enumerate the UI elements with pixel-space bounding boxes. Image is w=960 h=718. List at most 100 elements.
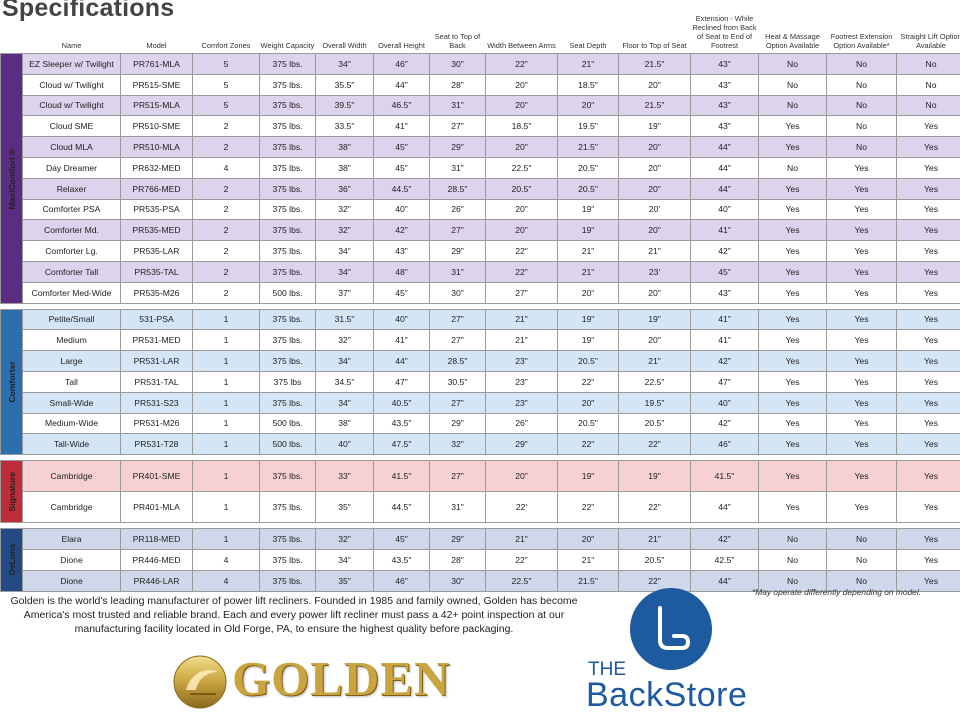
table-cell: 47.5" [373,433,430,456]
table-row: Relaxer PR766-MED 2 375 lbs. 36" 44.5" 28.5" 20… [1,177,960,200]
table-cell: 37" [315,281,374,304]
table-row: Comforter Md. PR535-MED 2 375 lbs. 32" 42" 27"… [1,219,960,242]
table-cell: 44" [373,73,430,96]
table-cell: 21" [557,53,619,75]
table-cell: Comforter Med-Wide [22,281,121,304]
table-cell: 1 [192,412,260,435]
table-cell: 20.5" [485,177,558,200]
table-header-row: Name Model Comfort Zones Weight Capacity Ove… [1,14,960,54]
table-cell: 375 lbs. [259,548,316,571]
table-cell: PR531-LAR [120,350,193,372]
table-cell: Petite/Small [22,308,121,331]
table-cell: 375 lbs. [259,329,316,352]
table-cell: 44" [373,350,430,372]
table-cell: 20" [485,136,558,158]
table-cell: Yes [758,391,827,414]
table-cell: Yes [896,491,960,524]
table-cell: 27" [429,219,486,242]
table-cell: 41.5" [373,460,430,493]
table-cell: PR118-MED [120,528,193,550]
table-row: Comforter Med-Wide PR535-M26 2 500 lbs. 37" 4… [1,281,960,304]
table-cell: 22" [485,240,558,262]
table-row: Comforter Petite/Small 531-PSA 1 375 lbs. 31.… [0,308,960,456]
table-cell: 21.5" [618,53,691,75]
table-row: Comforter Tall PR535-TAL 2 375 lbs. 34" 48" 31… [1,260,960,283]
table-cell: 375 lbs. [259,491,316,524]
table-cell: 32" [315,198,374,221]
table-cell: PR531-TAL [120,370,193,393]
table-row: Cloud w/ Twilight PR515-SME 5 375 lbs. 35.5"… [1,73,960,96]
column-header: Seat Depth [569,41,607,50]
table-cell: 29" [429,136,486,158]
column-header: Seat to Top of Back [434,32,481,50]
table-cell: 32" [315,219,374,242]
table-cell: Yes [758,115,827,138]
table-cell: 20" [618,329,691,352]
golden-logo-text: GOLDEN [232,651,451,706]
table-cell: 28.5" [429,350,486,372]
group-gap [0,454,960,461]
table-row: Cambridge PR401-MLA 1 375 lbs. 35" 44.5" 31" 22… [1,491,960,524]
table-cell: 44" [690,177,759,200]
table-cell: 43" [373,240,430,262]
table-cell: 46.5" [373,94,430,117]
table-cell: Cambridge [22,460,121,493]
table-cell: Yes [826,281,897,304]
table-cell: Yes [896,260,960,283]
table-cell: Yes [758,308,827,331]
table-cell: 375 lbs. [259,94,316,117]
table-cell: PR515-SME [120,73,193,96]
table-cell: PR446-MED [120,548,193,571]
table-cell: 22.5" [485,569,558,592]
table-cell: 20" [557,94,619,117]
table-cell: 531-PSA [120,308,193,331]
table-cell: 20" [485,73,558,96]
table-cell: 40" [373,198,430,221]
table-cell: 28" [429,73,486,96]
table-cell: Yes [896,136,960,158]
table-cell: No [758,53,827,75]
table-cell: Cloud w/ Twilight [22,94,121,117]
table-cell: 44" [690,156,759,179]
table-cell: PR515-MLA [120,94,193,117]
table-cell: 19" [618,308,691,331]
table-cell: PR761-MLA [120,53,193,75]
table-cell: 1 [192,460,260,493]
table-cell: No [826,73,897,96]
table-cell: 1 [192,528,260,550]
table-cell: PR535-LAR [120,240,193,262]
table-cell: 29" [429,412,486,435]
table-cell: No [758,528,827,550]
table-cell: 22" [485,260,558,283]
table-cell: Yes [758,433,827,456]
table-cell: 42" [690,350,759,372]
backstore-chair-icon [630,588,712,670]
table-cell: Yes [896,460,960,493]
table-cell: 20" [485,198,558,221]
table-cell: 2 [192,219,260,242]
table-cell: 35" [315,569,374,592]
group-header-spacer [1,14,23,54]
table-cell: 27" [485,281,558,304]
table-cell: 46" [690,433,759,456]
table-cell: 375 lbs. [259,73,316,96]
column-header: Overall Height [378,41,425,50]
table-cell: Cambridge [22,491,121,524]
table-cell: No [826,115,897,138]
group-label: MaxiComfort® [6,147,17,210]
table-cell: Relaxer [22,177,121,200]
table-cell: 22' [485,491,558,524]
table-cell: Large [22,350,121,372]
table-cell: 21.5" [618,94,691,117]
table-cell: Yes [826,460,897,493]
table-cell: 30" [429,281,486,304]
table-cell: 2 [192,136,260,158]
table-cell: 5 [192,73,260,96]
group-label-cell: Comforter [0,308,23,456]
table-cell: No [826,94,897,117]
table-cell: 48" [373,260,430,283]
table-cell: 20.5" [557,350,619,372]
table-row: Medium PR531-MED 1 375 lbs. 32" 41" 27" 21" 19" 2… [1,329,960,352]
table-cell: No [758,73,827,96]
table-cell: PR531-MED [120,329,193,352]
